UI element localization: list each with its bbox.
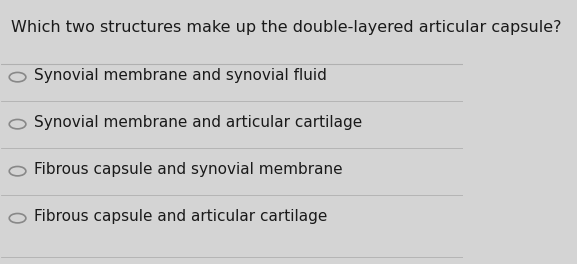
Text: Fibrous capsule and synovial membrane: Fibrous capsule and synovial membrane [33, 162, 342, 177]
Text: Which two structures make up the double-layered articular capsule?: Which two structures make up the double-… [10, 20, 561, 35]
Text: Synovial membrane and synovial fluid: Synovial membrane and synovial fluid [33, 68, 327, 83]
Text: Fibrous capsule and articular cartilage: Fibrous capsule and articular cartilage [33, 209, 327, 224]
Text: Synovial membrane and articular cartilage: Synovial membrane and articular cartilag… [33, 115, 362, 130]
